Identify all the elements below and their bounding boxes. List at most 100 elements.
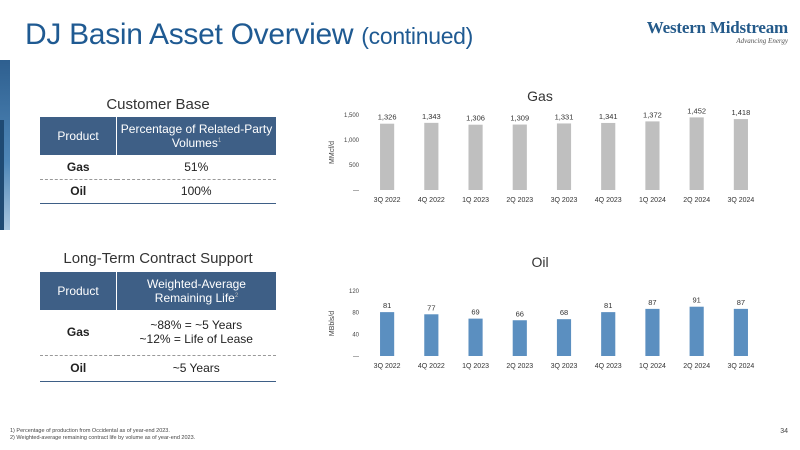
- bar: [645, 308, 660, 356]
- y-tick-label: —: [353, 188, 359, 194]
- page-number: 34: [780, 428, 788, 435]
- data-label: 1,343: [422, 112, 441, 121]
- table-header-remaining-life: Weighted-Average Remaining Life2: [116, 272, 276, 310]
- table-header-row: Product Weighted-Average Remaining Life2: [40, 272, 276, 310]
- data-label: 1,326: [378, 113, 397, 122]
- header-text: Weighted-Average Remaining Life: [147, 277, 246, 305]
- table-row: Oil ~5 Years: [40, 355, 276, 382]
- y-tick-label: 40: [352, 332, 359, 338]
- y-tick-label: 120: [349, 289, 360, 295]
- row-product: Oil: [40, 355, 117, 382]
- oil-volume-chart: MBbls/d — 40 80 120 81 3Q 2022 77 4Q 2022 69 1Q 20…: [329, 289, 754, 370]
- data-label: 81: [604, 301, 612, 310]
- footnote-2: 2) Weighted-average remaining contract l…: [10, 435, 196, 441]
- page-title-sub: (continued): [361, 23, 474, 49]
- x-tick-label: 3Q 2024: [727, 363, 754, 370]
- y-axis-label: MBbls/d: [329, 311, 336, 336]
- data-label: 1,452: [687, 106, 706, 115]
- bar: [380, 312, 395, 356]
- data-label: 81: [383, 301, 391, 310]
- bar: [468, 318, 483, 356]
- gas-chart-title: Gas: [527, 88, 553, 104]
- x-tick-label: 4Q 2022: [418, 197, 445, 204]
- data-label: 1,306: [466, 114, 485, 123]
- row-value: 100%: [116, 179, 276, 204]
- footnotes: 1) Percentage of production from Occiden…: [10, 428, 195, 442]
- bar: [424, 314, 439, 356]
- table-header-product: Product: [40, 272, 117, 310]
- table-row: Oil 100%: [40, 179, 276, 204]
- data-label: 87: [648, 298, 656, 307]
- table-header-product: Product: [40, 117, 117, 155]
- table-row: Gas 51%: [40, 155, 276, 180]
- x-tick-label: 4Q 2023: [595, 363, 622, 370]
- x-tick-label: 2Q 2023: [506, 363, 533, 370]
- x-tick-label: 1Q 2023: [462, 363, 489, 370]
- x-tick-label: 2Q 2023: [506, 197, 533, 204]
- row-product: Gas: [40, 310, 117, 356]
- data-label: 91: [692, 296, 700, 305]
- x-tick-label: 4Q 2022: [418, 363, 445, 370]
- customer-base-heading: Customer Base: [106, 96, 210, 113]
- table-row: Gas ~88% = ~5 Years ~12% = Life of Lease: [40, 310, 276, 356]
- y-tick-label: 80: [352, 311, 359, 317]
- row-value: ~5 Years: [116, 355, 276, 382]
- data-label: 87: [737, 298, 745, 307]
- row-value: 51%: [116, 155, 276, 180]
- footnote-marker: 2: [234, 293, 239, 299]
- x-tick-label: 1Q 2024: [639, 197, 666, 204]
- bar: [512, 124, 527, 190]
- oil-chart-title: Oil: [531, 254, 549, 270]
- bar: [601, 122, 616, 190]
- y-tick-label: 500: [349, 163, 360, 169]
- x-tick-label: 3Q 2023: [551, 197, 578, 204]
- bar: [689, 117, 704, 190]
- row-product: Oil: [40, 179, 117, 204]
- data-label: 77: [427, 303, 435, 312]
- bar: [380, 123, 395, 190]
- x-tick-label: 2Q 2024: [683, 363, 710, 370]
- left-accent-bar-dark: [0, 120, 4, 230]
- customer-base-table: Product Percentage of Related-Party Volu…: [40, 117, 276, 204]
- left-accent-bar: [0, 60, 10, 230]
- y-tick-label: 1,000: [344, 138, 360, 144]
- header-text: Percentage of Related-Party Volumes: [120, 122, 273, 150]
- row-value: ~88% = ~5 Years ~12% = Life of Lease: [116, 310, 276, 356]
- data-label: 69: [471, 308, 479, 317]
- table-header-row: Product Percentage of Related-Party Volu…: [40, 117, 276, 155]
- bar: [645, 121, 660, 190]
- contract-support-table: Product Weighted-Average Remaining Life2…: [40, 272, 276, 382]
- data-label: 1,372: [643, 110, 662, 119]
- bar: [733, 308, 748, 356]
- row-product: Gas: [40, 155, 117, 180]
- footnote-1: 1) Percentage of production from Occiden…: [10, 428, 170, 434]
- y-tick-label: —: [353, 354, 359, 360]
- x-tick-label: 4Q 2023: [595, 197, 622, 204]
- page-title: DJ Basin Asset Overview (continued): [25, 18, 473, 52]
- data-label: 1,331: [555, 112, 574, 121]
- x-tick-label: 3Q 2022: [374, 197, 401, 204]
- company-logo: Western Midstream Advancing Energy: [647, 18, 788, 45]
- bar: [512, 320, 527, 356]
- bar: [468, 124, 483, 190]
- data-label: 1,341: [599, 112, 618, 121]
- footnote-marker: 1: [217, 138, 222, 144]
- page-title-main: DJ Basin Asset Overview: [25, 18, 354, 51]
- bar: [601, 312, 616, 356]
- y-axis-label: MMcf/d: [329, 141, 336, 164]
- x-tick-label: 1Q 2023: [462, 197, 489, 204]
- bar: [556, 123, 572, 190]
- data-label: 68: [560, 308, 568, 317]
- bar: [556, 319, 572, 356]
- data-label: 1,309: [510, 114, 529, 123]
- logo-name: Western Midstream: [646, 18, 788, 37]
- bar: [733, 119, 748, 190]
- row-value-line2: ~12% = Life of Lease: [139, 332, 253, 347]
- x-tick-label: 2Q 2024: [683, 197, 710, 204]
- x-tick-label: 1Q 2024: [639, 363, 666, 370]
- y-tick-label: 1,500: [344, 113, 360, 119]
- data-label: 1,418: [731, 108, 750, 117]
- bar: [424, 122, 439, 190]
- bar: [689, 306, 704, 356]
- contract-support-heading: Long-Term Contract Support: [63, 250, 253, 267]
